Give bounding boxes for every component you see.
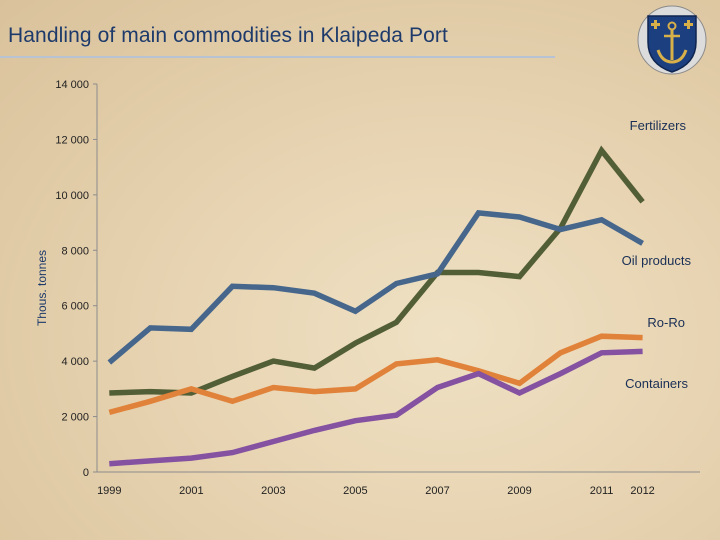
y-tick-label: 10 000 (55, 190, 89, 202)
y-tick-label: 2 000 (61, 412, 89, 424)
page-title: Handling of main commodities in Klaipeda… (8, 24, 448, 47)
series-line-fertilizers (109, 145, 645, 396)
y-tick-label: 4 000 (61, 356, 89, 368)
series-label: Fertilizers (630, 118, 687, 133)
y-tick-label: 12 000 (55, 134, 89, 146)
series-lines (107, 145, 645, 467)
x-tick-label: 1999 (97, 485, 121, 497)
y-tick-label: 0 (83, 467, 89, 479)
y-axis-label: Thous. tonnes (35, 250, 49, 326)
series-line-oil-products (107, 210, 644, 365)
x-tick-label: 2009 (507, 485, 531, 497)
series-label: Containers (625, 376, 688, 391)
series-label: Oil products (622, 253, 692, 268)
y-tick-labels: 0 2 000 4 000 6 000 8 000 10 000 12 000 14 000 (55, 79, 97, 479)
x-tick-label: 2001 (179, 485, 203, 497)
x-tick-label: 2003 (261, 485, 285, 497)
y-tick-label: 8 000 (61, 245, 89, 257)
port-anchor-emblem-icon (628, 4, 716, 76)
x-tick-label: 2011 (590, 485, 614, 497)
x-tick-label: 2007 (425, 485, 449, 497)
series-line-containers (109, 348, 643, 467)
y-tick-label: 6 000 (61, 301, 89, 313)
title-bar: Handling of main commodities in Klaipeda… (0, 0, 720, 82)
x-tick-labels: 1999 2001 2003 2005 2007 2009 2011 2012 (97, 485, 655, 497)
series-label: Ro-Ro (647, 315, 685, 330)
x-tick-label: 2012 (630, 485, 654, 497)
title-underline (0, 56, 555, 58)
series-line-ro-ro (108, 333, 643, 416)
x-tick-label: 2005 (343, 485, 367, 497)
series-labels: Fertilizers Oil products Ro-Ro Containers (622, 118, 692, 391)
y-tick-label: 14 000 (55, 79, 89, 91)
